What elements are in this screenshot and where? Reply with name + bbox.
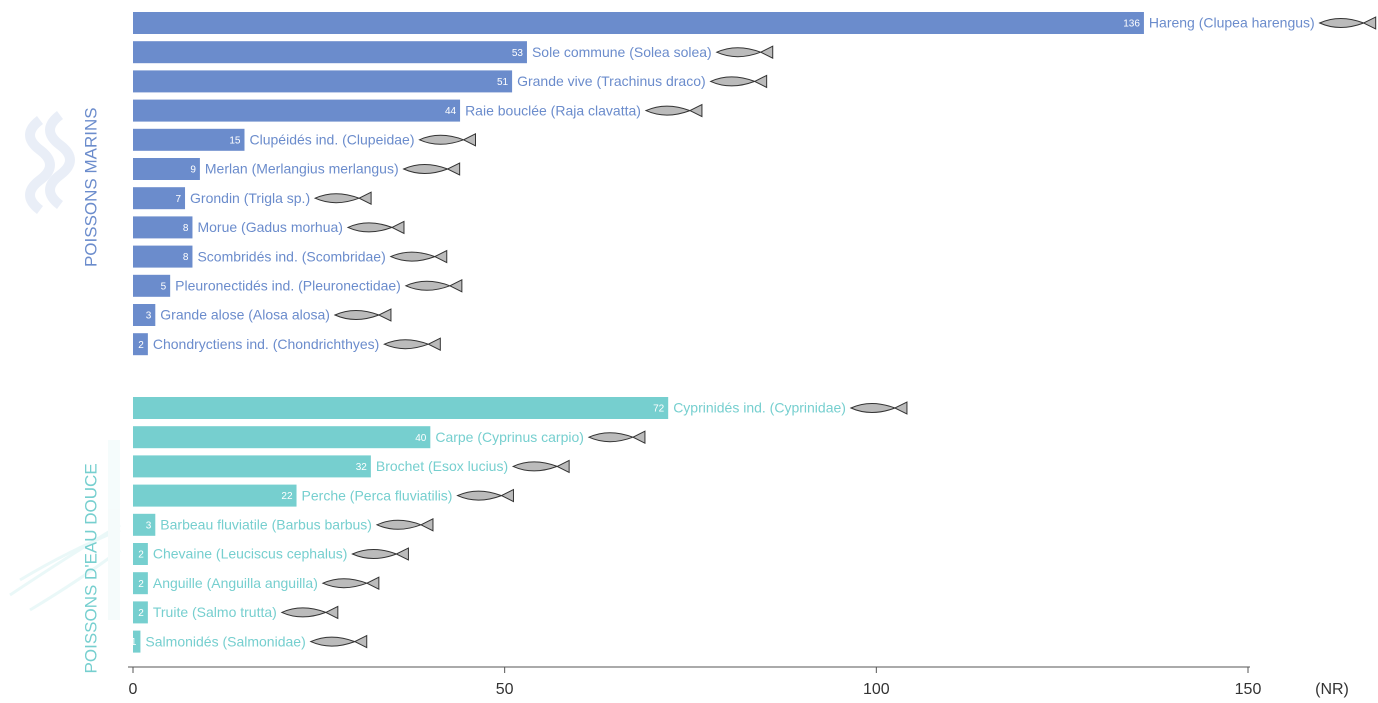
fish-icon xyxy=(587,430,646,445)
fish-icon xyxy=(333,308,392,322)
category-label: Pleuronectidés ind. (Pleuronectidae) xyxy=(175,278,401,294)
fish-icon xyxy=(709,74,768,89)
fish-icon xyxy=(402,162,461,176)
x-tick-label: 150 xyxy=(1235,681,1262,698)
bar xyxy=(133,70,513,93)
value-label: 8 xyxy=(183,252,189,263)
value-label: 22 xyxy=(281,491,293,502)
value-label: 15 xyxy=(229,135,241,146)
bar xyxy=(133,41,527,64)
fish-icon xyxy=(351,547,409,561)
category-label: Grande vive (Trachinus draco) xyxy=(517,73,706,89)
value-label: 9 xyxy=(190,165,196,176)
bar xyxy=(133,601,148,624)
value-label: 5 xyxy=(161,281,167,292)
fish-icon xyxy=(511,459,570,474)
bar xyxy=(133,187,186,210)
fish-icon xyxy=(313,191,372,206)
bar xyxy=(133,158,200,180)
category-label: Merlan (Merlangius merlangus) xyxy=(205,161,399,177)
value-label: 51 xyxy=(497,77,509,88)
fish-icon xyxy=(389,249,448,264)
bar xyxy=(133,274,171,297)
value-label: 40 xyxy=(415,433,427,444)
category-label: Truite (Salmo trutta) xyxy=(153,604,277,620)
category-label: Perche (Perca fluviatilis) xyxy=(302,487,453,503)
category-label: Grande alose (Alosa alosa) xyxy=(160,307,330,323)
bar xyxy=(133,333,148,356)
bar xyxy=(133,245,193,268)
bar xyxy=(133,426,431,449)
fish-icon xyxy=(309,634,368,649)
category-label: Chondryctiens ind. (Chondrichthyes) xyxy=(153,336,379,352)
fish-icon xyxy=(715,45,774,60)
category-label: Raie bouclée (Raja clavatta) xyxy=(465,102,641,118)
fish-icon xyxy=(418,132,476,147)
fish-icon xyxy=(849,401,908,415)
value-label: 136 xyxy=(1123,19,1140,30)
value-label: 32 xyxy=(356,462,368,473)
bar xyxy=(133,397,669,419)
x-axis-label: (NR) xyxy=(1315,681,1349,698)
fish-icon xyxy=(321,576,380,591)
bar xyxy=(133,630,141,653)
fish-icon xyxy=(346,220,405,235)
value-label: 2 xyxy=(138,550,144,561)
value-label: 72 xyxy=(653,404,665,415)
category-label: Chevaine (Leuciscus cephalus) xyxy=(153,546,348,562)
value-label: 2 xyxy=(138,608,144,619)
fish-icon xyxy=(644,103,703,118)
category-label: Carpe (Cyprinus carpio) xyxy=(435,429,584,445)
bar xyxy=(133,455,371,478)
fish-icon xyxy=(1318,16,1377,30)
bar xyxy=(133,513,156,536)
category-label: Anguille (Anguilla anguilla) xyxy=(153,575,318,591)
fish-icon xyxy=(375,517,434,532)
decoration xyxy=(9,111,121,620)
category-label: Salmonidés (Salmonidae) xyxy=(145,633,305,649)
value-label: 7 xyxy=(175,194,181,205)
group-label: POISSONS D'EAU DOUCE xyxy=(81,463,100,673)
fish-icon xyxy=(383,337,441,352)
x-tick-label: 0 xyxy=(129,681,138,698)
category-label: Clupéidés ind. (Clupeidae) xyxy=(250,132,415,148)
value-label: 8 xyxy=(183,223,189,234)
category-label: Barbeau fluviatile (Barbus barbus) xyxy=(160,517,372,533)
category-label: Grondin (Trigla sp.) xyxy=(190,190,310,206)
value-label: 1 xyxy=(131,637,137,648)
category-label: Morue (Gadus morhua) xyxy=(197,219,343,235)
bar xyxy=(133,484,297,507)
category-label: Scombridés ind. (Scombridae) xyxy=(197,248,385,264)
x-tick-label: 100 xyxy=(863,681,890,698)
bar xyxy=(133,543,148,565)
x-tick-label: 50 xyxy=(496,681,514,698)
bar xyxy=(133,12,1144,34)
bar xyxy=(133,572,148,595)
category-label: Hareng (Clupea harengus) xyxy=(1149,15,1315,31)
bar xyxy=(133,304,156,326)
value-label: 3 xyxy=(146,520,152,531)
value-label: 53 xyxy=(512,48,524,59)
value-label: 2 xyxy=(138,340,144,351)
fish-icon xyxy=(404,278,463,293)
group-label: POISSONS MARINS xyxy=(81,107,100,267)
value-label: 44 xyxy=(445,106,457,117)
value-label: 3 xyxy=(146,311,152,322)
category-label: Sole commune (Solea solea) xyxy=(532,44,712,60)
bar xyxy=(133,128,245,151)
fish-icon xyxy=(456,488,514,503)
fish-icon xyxy=(280,605,339,620)
value-label: 2 xyxy=(138,579,144,590)
bar xyxy=(133,216,193,239)
bar xyxy=(133,99,461,122)
category-label: Brochet (Esox lucius) xyxy=(376,458,508,474)
category-label: Cyprinidés ind. (Cyprinidae) xyxy=(673,400,846,416)
